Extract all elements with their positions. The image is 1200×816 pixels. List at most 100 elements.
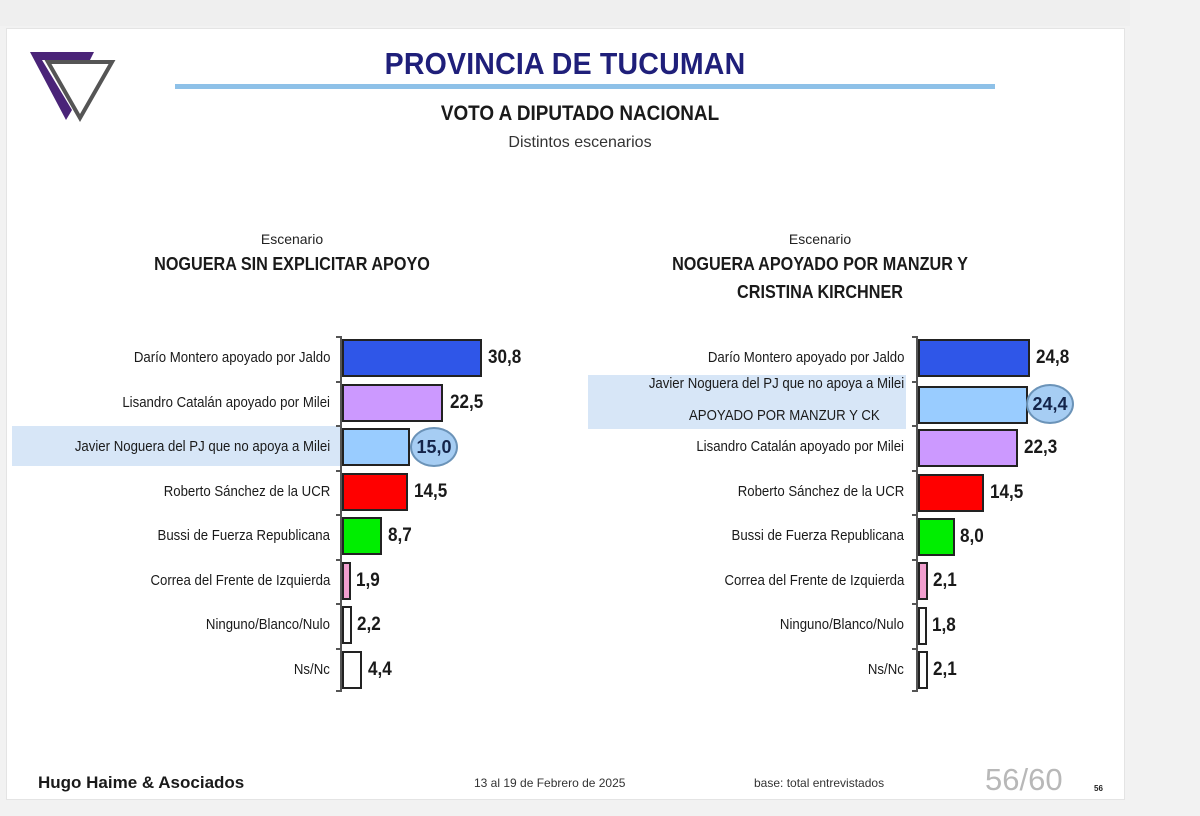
bar-row: Darío Montero apoyado por Jaldo <box>0 338 330 378</box>
bar-bussi <box>342 517 382 555</box>
bar-row: Correa del Frente de Izquierda <box>580 561 904 601</box>
row-label: Bussi de Fuerza Republicana <box>731 527 904 544</box>
bar-row: Correa del Frente de Izquierda <box>0 561 330 601</box>
bar-value: 24,8 <box>1036 347 1070 368</box>
row-label: Javier Noguera del PJ que no apoya a Mil… <box>648 375 904 392</box>
row-label: Lisandro Catalán apoyado por Milei <box>696 438 904 455</box>
bar-noguera <box>342 428 410 466</box>
triangle-logo-icon <box>30 52 116 123</box>
bar-value: 8,7 <box>388 525 412 546</box>
page-subtitle: VOTO A DIPUTADO NACIONAL <box>440 102 720 125</box>
tick <box>912 603 918 605</box>
bar-noguera <box>918 386 1028 424</box>
bar-bussi <box>918 518 955 556</box>
row-label: Correa del Frente de Izquierda <box>150 572 330 589</box>
page-title: PROVINCIA DE TUCUMAN <box>384 46 746 81</box>
bar-value: 1,8 <box>932 615 956 636</box>
bar-row: Ns/Nc <box>0 650 330 690</box>
bar-sanchez <box>918 474 984 512</box>
title-rule <box>175 84 995 89</box>
page-counter: 56/60 <box>985 762 1063 797</box>
highlight-noguera <box>12 426 340 466</box>
bar-value: 22,5 <box>450 392 484 413</box>
scenario-2-title-line-1: NOGUERA APOYADO POR MANZUR Y <box>672 254 968 274</box>
row-label: Javier Noguera del PJ que no apoya a Mil… <box>74 438 330 455</box>
survey-date: 13 al 19 de Febrero de 2025 <box>474 776 626 790</box>
bar-row: Darío Montero apoyado por Jaldo <box>580 338 904 378</box>
bar-row: Lisandro Catalán apoyado por Milei <box>0 383 330 423</box>
bar-row-sublabel: APOYADO POR MANZUR Y CK <box>580 403 880 429</box>
bar-value: 14,5 <box>990 482 1024 503</box>
tick <box>336 603 342 605</box>
bar-value: 30,8 <box>488 347 522 368</box>
scenario-1-title: NOGUERA SIN EXPLICITAR APOYO <box>154 254 430 274</box>
bar-montero <box>342 339 482 377</box>
bar-row: Ns/Nc <box>580 650 904 690</box>
tick <box>336 559 342 561</box>
page-subsubtitle: Distintos escenarios <box>508 134 652 151</box>
row-label: Ninguno/Blanco/Nulo <box>205 616 330 633</box>
row-label: Correa del Frente de Izquierda <box>724 572 904 589</box>
tick <box>912 648 918 650</box>
tick <box>336 425 342 427</box>
bar-row: Bussi de Fuerza Republicana <box>580 516 904 556</box>
row-label: Ns/Nc <box>868 661 904 678</box>
bar-value-highlight: 15,0 <box>410 427 458 467</box>
bar-value: 1,9 <box>356 570 380 591</box>
row-sublabel: APOYADO POR MANZUR Y CK <box>689 407 880 424</box>
scenario-2-title-line-2: CRISTINA KIRCHNER <box>737 282 903 302</box>
bar-ninguno <box>918 607 927 645</box>
company-name: Hugo Haime & Asociados <box>38 773 245 792</box>
bar-value: 2,1 <box>933 570 957 591</box>
bar-montero <box>918 339 1030 377</box>
row-label: Ninguno/Blanco/Nulo <box>779 616 904 633</box>
bar-catalan <box>342 384 443 422</box>
tick <box>336 336 342 338</box>
scenario-2-label: Escenario <box>788 231 852 247</box>
tick <box>912 381 918 383</box>
bar-correa <box>918 562 928 600</box>
bar-row: Roberto Sánchez de la UCR <box>0 472 330 512</box>
tick <box>336 514 342 516</box>
row-label: Roberto Sánchez de la UCR <box>163 483 330 500</box>
row-label: Darío Montero apoyado por Jaldo <box>133 349 330 366</box>
bar-correa <box>342 562 351 600</box>
row-label: Bussi de Fuerza Republicana <box>157 527 330 544</box>
tick <box>336 690 342 692</box>
tick <box>336 470 342 472</box>
bar-sanchez <box>342 473 408 511</box>
tick <box>912 690 918 692</box>
tick <box>336 381 342 383</box>
bar-value: 2,2 <box>357 614 381 635</box>
tick <box>912 514 918 516</box>
tick <box>912 336 918 338</box>
row-label: Lisandro Catalán apoyado por Milei <box>122 394 330 411</box>
highlight-noguera <box>588 375 906 429</box>
bar-catalan <box>918 429 1018 467</box>
top-strip <box>0 0 1130 26</box>
bar-nsnc <box>918 651 928 689</box>
tick <box>912 470 918 472</box>
bar-value-highlight: 24,4 <box>1026 384 1074 424</box>
bar-row: Javier Noguera del PJ que no apoya a Mil… <box>580 371 904 397</box>
bar-row: Ninguno/Blanco/Nulo <box>580 605 904 645</box>
bar-row: Roberto Sánchez de la UCR <box>580 472 904 512</box>
bar-row: Ninguno/Blanco/Nulo <box>0 605 330 645</box>
row-label: Roberto Sánchez de la UCR <box>737 483 904 500</box>
bar-value: 2,1 <box>933 659 957 680</box>
bar-row: Bussi de Fuerza Republicana <box>0 516 330 556</box>
tick <box>336 648 342 650</box>
bar-value: 14,5 <box>414 481 448 502</box>
row-label: Darío Montero apoyado por Jaldo <box>707 349 904 366</box>
tick <box>912 559 918 561</box>
bar-value: 22,3 <box>1024 437 1058 458</box>
row-label: Ns/Nc <box>294 661 330 678</box>
bar-value: 4,4 <box>368 659 392 680</box>
bar-nsnc <box>342 651 362 689</box>
bar-ninguno <box>342 606 352 644</box>
bar-row: Javier Noguera del PJ que no apoya a Mil… <box>0 427 330 467</box>
tick <box>912 425 918 427</box>
page-number: 56 <box>1094 784 1103 793</box>
bar-row: Lisandro Catalán apoyado por Milei <box>580 427 904 467</box>
survey-base: base: total entrevistados <box>754 776 885 790</box>
